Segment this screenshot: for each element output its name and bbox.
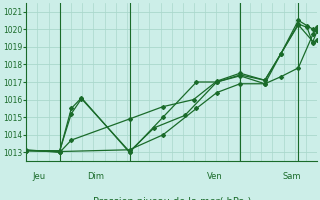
- Text: Sam: Sam: [282, 172, 301, 181]
- Text: Ven: Ven: [207, 172, 222, 181]
- Text: Pression niveau de la mer( hPa ): Pression niveau de la mer( hPa ): [92, 196, 251, 200]
- Text: Dim: Dim: [87, 172, 104, 181]
- Text: Jeu: Jeu: [32, 172, 45, 181]
